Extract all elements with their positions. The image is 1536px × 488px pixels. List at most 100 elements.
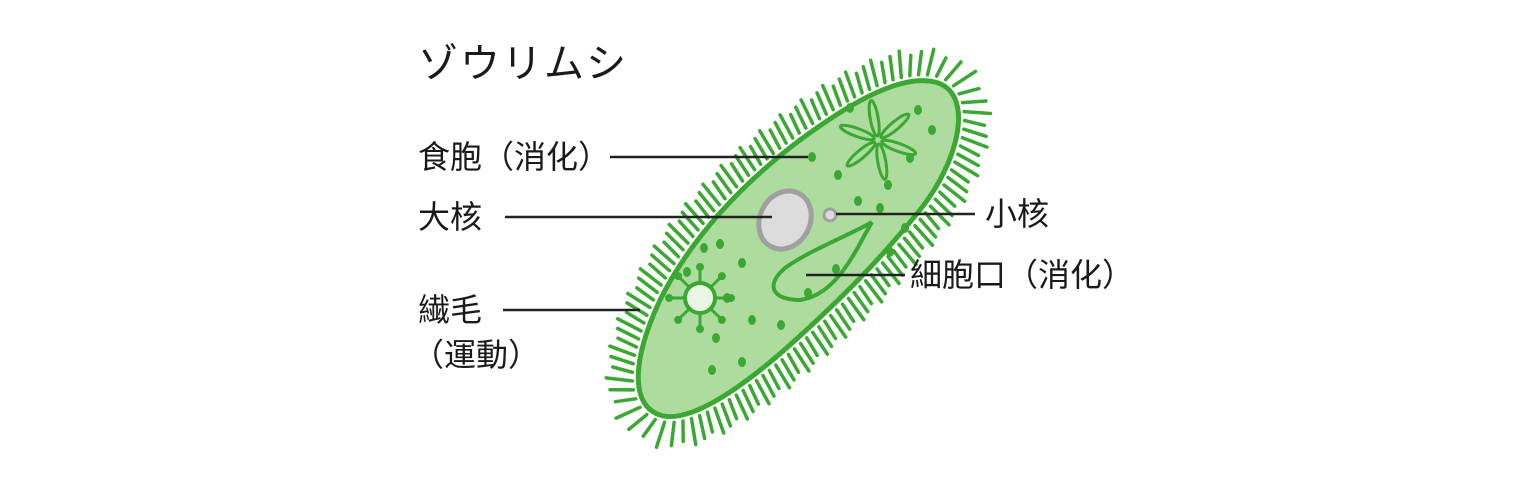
food-vacuole-dot	[738, 258, 746, 268]
cilium	[891, 248, 908, 269]
cilium	[960, 135, 989, 149]
cilium	[858, 284, 874, 306]
cilium	[733, 153, 751, 178]
cilium	[748, 144, 763, 166]
cilium	[822, 319, 838, 341]
cilium	[715, 171, 733, 195]
cilium	[908, 53, 913, 78]
cilium	[641, 417, 657, 438]
food-vacuole-dot	[808, 152, 816, 162]
cilium	[613, 397, 638, 404]
cilium	[879, 60, 887, 85]
food-vacuole-dot	[738, 357, 746, 367]
cilium	[902, 236, 922, 259]
cilium	[648, 262, 667, 280]
cilium	[916, 49, 924, 77]
vacuole-canal	[867, 99, 881, 138]
cilium	[774, 363, 792, 390]
cilium	[846, 296, 866, 322]
diagram-title: ゾウリムシ	[418, 41, 628, 87]
cilium	[888, 54, 895, 82]
cilium	[720, 402, 733, 428]
food-vacuole-dot	[906, 153, 914, 163]
cilium	[753, 136, 769, 161]
food-vacuole-dot	[777, 320, 785, 330]
food-vacuole-dot	[884, 180, 892, 190]
cilium	[734, 393, 750, 421]
cilium	[951, 69, 978, 88]
cilium	[689, 416, 698, 447]
food-vacuole-dot	[876, 203, 884, 213]
cilium	[942, 183, 967, 203]
food-vacuole-dot	[700, 243, 708, 253]
vacuole-canal	[879, 112, 911, 140]
vacuole-canal	[845, 140, 877, 168]
vacuole-canal	[838, 123, 876, 142]
food-vacuole-dot	[832, 264, 840, 274]
cilium	[754, 378, 771, 406]
cilium	[834, 308, 852, 331]
cilium	[886, 255, 905, 277]
cilium	[616, 336, 639, 349]
cilium	[768, 128, 782, 150]
cilium	[799, 98, 815, 126]
cilium	[664, 231, 685, 252]
cilium	[854, 71, 864, 95]
cilium	[701, 182, 722, 207]
cilium	[788, 112, 802, 135]
cilium	[697, 190, 716, 213]
cilium	[925, 47, 936, 77]
cilium	[697, 413, 707, 441]
cilium	[868, 58, 879, 88]
cilium	[773, 120, 788, 145]
cilium	[786, 352, 801, 374]
cilium	[863, 279, 884, 304]
food-vacuole-dot	[854, 196, 862, 206]
food-vacuole-dot	[846, 103, 854, 113]
cilium	[928, 204, 951, 227]
vacuole-ray-tip	[717, 272, 726, 281]
food-vacuole-dot	[834, 170, 842, 180]
cilium	[897, 49, 904, 80]
cilium	[638, 267, 663, 287]
cilium	[758, 129, 776, 156]
cilium	[843, 70, 857, 99]
food-vacuole-dot	[804, 288, 812, 298]
vacuole-canal	[875, 142, 889, 181]
label-food-vacuole: 食胞（消化）	[418, 138, 611, 176]
vacuole-ray-tip	[717, 315, 726, 324]
cilium	[729, 162, 745, 183]
food-vacuole-dot	[723, 293, 731, 303]
micronucleus	[822, 207, 838, 223]
cilium	[875, 267, 891, 288]
cilium	[960, 99, 988, 105]
cilium	[610, 365, 635, 375]
cilium	[958, 144, 981, 158]
cilium	[667, 222, 690, 245]
food-vacuoles	[683, 103, 936, 375]
cilium	[861, 64, 872, 91]
cilium	[694, 199, 711, 219]
label-oral-groove: 細胞口（消化）	[910, 256, 1135, 294]
cilium	[880, 261, 901, 286]
label-cilia-function: （運動）	[412, 336, 541, 374]
cilium	[767, 368, 781, 391]
cilium	[949, 168, 970, 184]
cilium	[624, 310, 646, 325]
cilium	[626, 291, 652, 310]
cilium	[804, 336, 819, 358]
cilium	[852, 290, 870, 314]
cilium	[636, 276, 659, 295]
cilium	[683, 202, 705, 226]
vacuole-ray-tip	[674, 272, 683, 281]
cilium	[654, 420, 667, 449]
cilium	[815, 91, 829, 116]
cilium	[962, 127, 988, 139]
vacuole-canal	[880, 138, 918, 157]
macronucleus	[756, 188, 814, 252]
label-cilia: 繊毛	[418, 291, 483, 329]
label-macronucleus: 大核	[418, 198, 483, 236]
cilium	[669, 420, 676, 448]
cilium	[741, 388, 755, 414]
cilium	[956, 152, 981, 168]
